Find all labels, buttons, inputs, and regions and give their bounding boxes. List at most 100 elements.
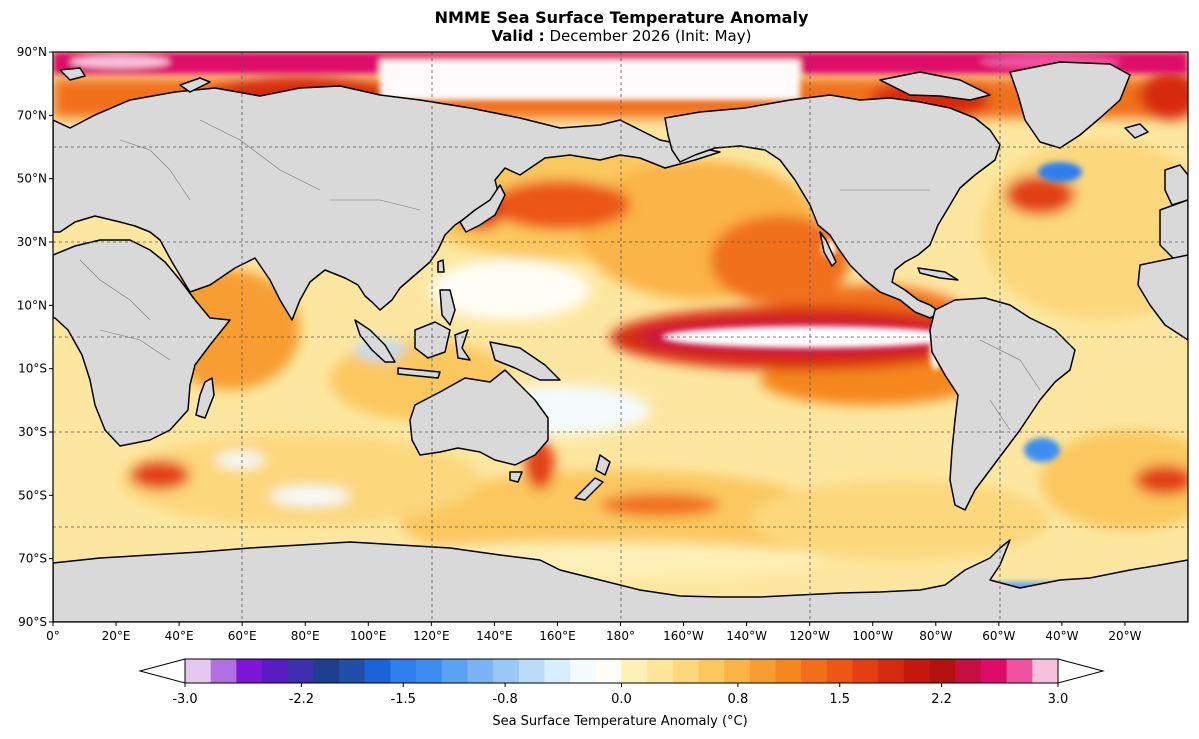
landmass-cuba xyxy=(917,267,959,281)
colorbar-segment xyxy=(262,659,289,683)
colorbar xyxy=(138,658,1105,684)
colorbar-segment xyxy=(698,659,725,683)
lat-tick-label: 50°S xyxy=(18,488,47,502)
colorbar-segment xyxy=(980,659,1008,683)
landmass-svalbard xyxy=(59,67,86,81)
lat-tick-label: 10°S xyxy=(18,362,47,376)
colorbar-segment xyxy=(929,659,956,683)
landmass-newguinea xyxy=(489,341,561,381)
colorbar-segment xyxy=(724,659,751,683)
lon-tick-label: 160°E xyxy=(539,629,576,643)
landmass-baja xyxy=(819,231,837,267)
lon-tick-label: 140°W xyxy=(726,629,767,643)
colorbar-segment xyxy=(210,659,237,683)
landmass-africa xyxy=(53,239,231,447)
colorbar-tick-labels: -3.0 -2.2 -1.5 -0.8 0.0 0.8 1.5 2.2 3.0 xyxy=(172,683,1068,707)
country-borders xyxy=(79,119,1041,431)
colorbar-tick-label: -1.5 xyxy=(391,692,416,707)
lat-tick-label: 50°N xyxy=(17,172,47,186)
lat-tick-label: 10°N xyxy=(17,298,47,312)
lon-tick-label: 160°W xyxy=(663,629,704,643)
map-area xyxy=(53,52,1188,622)
lat-tick-label: 90°S xyxy=(18,615,47,629)
colorbar-segment xyxy=(595,659,622,683)
colorbar-segment xyxy=(185,659,212,683)
lon-tick-label: 120°E xyxy=(413,629,450,643)
colorbar-segment xyxy=(441,659,468,683)
landmass-africa-west xyxy=(1137,254,1188,341)
colorbar-tick-label: 3.0 xyxy=(1048,692,1069,707)
colorbar-label: Sea Surface Temperature Anomaly (°C) xyxy=(492,714,747,729)
colorbar-segment xyxy=(878,659,905,683)
colorbar-segment xyxy=(390,659,417,683)
lon-tick-label: 80°E xyxy=(291,629,320,643)
lon-tick-label: 120°W xyxy=(789,629,830,643)
colorbar-segment xyxy=(672,659,700,683)
landmass-borneo xyxy=(414,321,451,359)
colorbar-tick-label: 0.8 xyxy=(728,692,749,707)
chart-title: NMME Sea Surface Temperature Anomaly xyxy=(434,8,809,27)
lat-tick-label: 90°N xyxy=(17,45,47,59)
longitude-tick-labels: 0° 20°E 40°E 60°E 80°E 100°E 120°E 140°E 160°E 18… xyxy=(46,622,1142,643)
valid-label: Valid : xyxy=(491,27,545,45)
colorbar-segment xyxy=(826,659,854,683)
landmass-newzealand xyxy=(574,454,611,501)
landmass-south-america xyxy=(929,297,1076,511)
colorbar-segment xyxy=(903,659,931,683)
colorbar-segment xyxy=(467,659,494,683)
landmass-britain xyxy=(1164,164,1188,206)
colorbar-tick-label: -0.8 xyxy=(492,692,517,707)
latitude-tick-labels: 90°N 70°N 50°N 30°N 10°N 10°S 30°S 50°S 70°S 90°S xyxy=(17,45,53,629)
colorbar-segment xyxy=(493,659,520,683)
landmass-sumatra xyxy=(354,319,396,363)
lon-tick-label: 60°E xyxy=(228,629,257,643)
lon-tick-label: 60°W xyxy=(982,629,1015,643)
lon-tick-label: 40°E xyxy=(165,629,194,643)
lon-tick-label: 40°W xyxy=(1045,629,1078,643)
lon-tick-label: 0° xyxy=(46,629,60,643)
landmass-taiwan xyxy=(437,259,445,273)
colorbar-tick-label: 1.5 xyxy=(829,692,850,707)
colorbar-segment xyxy=(570,659,597,683)
colorbar-segment xyxy=(775,659,802,683)
lat-tick-label: 70°N xyxy=(17,108,47,122)
lon-tick-label: 180° xyxy=(606,629,635,643)
landmass-australia xyxy=(409,369,549,466)
landmass-antarctica xyxy=(53,539,1188,622)
lon-tick-label: 80°W xyxy=(919,629,952,643)
lat-tick-label: 70°S xyxy=(18,552,47,566)
lon-tick-label: 140°E xyxy=(476,629,513,643)
lon-tick-label: 100°E xyxy=(350,629,387,643)
chart-subtitle: Valid : December 2026 (Init: May) xyxy=(0,27,1199,45)
landmass-greenland xyxy=(1009,61,1131,149)
colorbar-extend-max xyxy=(1057,658,1105,684)
land-masses xyxy=(53,61,1188,622)
colorbar-segment xyxy=(544,659,571,683)
colorbar-segment xyxy=(955,659,982,683)
landmass-tasmania xyxy=(509,471,523,483)
colorbar-tick-label: 2.2 xyxy=(931,692,952,707)
colorbar-segment xyxy=(313,659,340,683)
colorbar-segment xyxy=(749,659,777,683)
colorbar-segment xyxy=(339,659,366,683)
colorbar-tick-label: -2.2 xyxy=(289,692,314,707)
lon-tick-label: 20°W xyxy=(1108,629,1141,643)
colorbar-segment xyxy=(364,659,391,683)
colorbar-segment xyxy=(1006,659,1033,683)
colorbar-segment xyxy=(416,659,443,683)
colorbar-segment xyxy=(621,659,648,683)
landmass-novaya-zemlya xyxy=(179,77,211,93)
landmass-madagascar xyxy=(195,377,215,419)
landmass-sulawesi xyxy=(454,329,471,361)
colorbar-segment xyxy=(1032,659,1059,683)
lon-tick-label: 20°E xyxy=(102,629,131,643)
landmass-iceland xyxy=(1124,123,1149,139)
colorbar-segment xyxy=(287,659,314,683)
colorbar-tick-label: 0.0 xyxy=(611,692,632,707)
colorbar-segment xyxy=(518,659,545,683)
colorbar-segment xyxy=(647,659,674,683)
landmass-java xyxy=(397,367,441,379)
graticule xyxy=(53,52,1188,622)
landmass-canadian-archipelago xyxy=(879,71,991,101)
